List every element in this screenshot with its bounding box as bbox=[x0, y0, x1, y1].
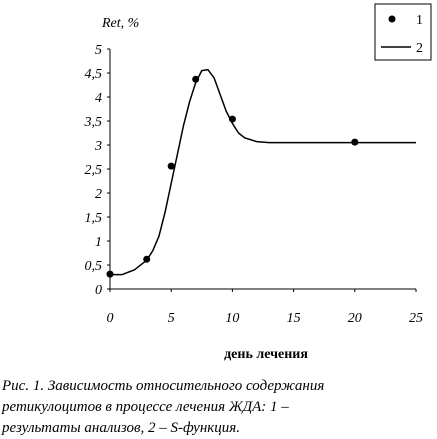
y-tick-label: 2 bbox=[95, 187, 102, 202]
y-tick-label: 3,5 bbox=[84, 115, 103, 130]
x-tick-label: 5 bbox=[168, 311, 175, 326]
x-tick-label: 0 bbox=[107, 311, 114, 326]
x-tick-label: 25 bbox=[409, 311, 423, 326]
y-tick-label: 0 bbox=[95, 283, 102, 298]
y-tick-label: 4,5 bbox=[85, 67, 103, 82]
x-tick-label: 15 bbox=[287, 311, 301, 326]
y-tick-label: 3 bbox=[94, 139, 102, 154]
x-tick-label: 20 bbox=[348, 311, 362, 326]
legend-label: 2 bbox=[416, 41, 423, 56]
y-tick-label: 0,5 bbox=[85, 259, 103, 274]
legend-label: 1 bbox=[416, 13, 423, 28]
y-axis-label: Ret, % bbox=[101, 16, 139, 31]
y-tick-label: 2,5 bbox=[85, 163, 103, 178]
x-tick-label: 10 bbox=[225, 311, 239, 326]
data-point bbox=[192, 75, 200, 83]
caption-line: ретикулоцитов в процессе лечения ЖДА: 1 … bbox=[1, 399, 289, 415]
y-tick-label: 1 bbox=[95, 235, 102, 250]
data-point bbox=[167, 162, 175, 170]
caption-line: Рис. 1. Зависимость относительного содер… bbox=[1, 378, 324, 394]
legend-box bbox=[374, 3, 432, 61]
x-axis-label: день лечения bbox=[224, 347, 308, 362]
legend-marker bbox=[388, 15, 396, 23]
y-tick-label: 5 bbox=[95, 43, 102, 58]
caption-line: результаты анализов, 2 – S-функция. bbox=[1, 420, 240, 436]
data-line bbox=[110, 68, 416, 276]
y-tick-label: 4 bbox=[95, 91, 102, 106]
y-tick-label: 1,5 bbox=[85, 211, 103, 226]
